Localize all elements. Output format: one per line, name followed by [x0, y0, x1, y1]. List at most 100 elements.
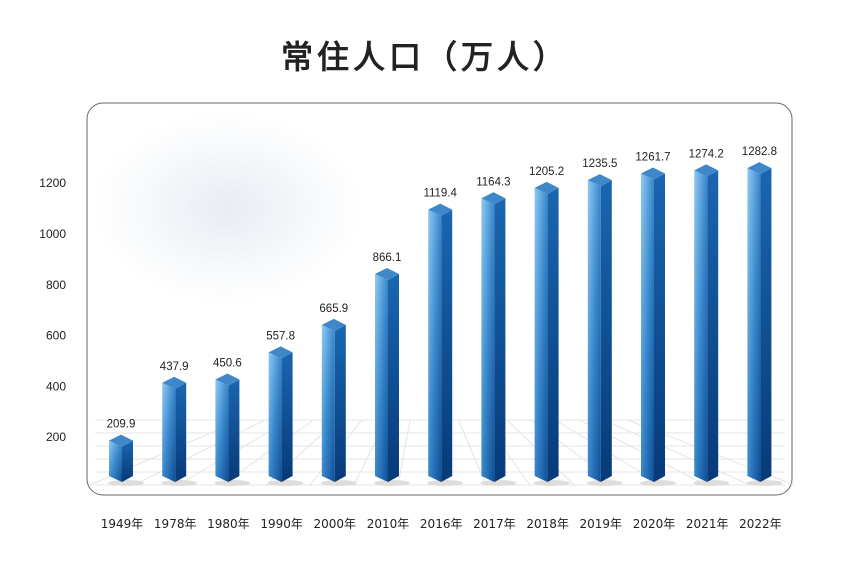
- bar: 1164.3: [476, 176, 517, 486]
- y-tick-label: 400: [46, 379, 66, 393]
- bar-front: [268, 352, 282, 482]
- x-tick-label: 2010年: [367, 517, 410, 531]
- x-tick-label: 1949年: [101, 517, 144, 531]
- bar: 866.1: [373, 252, 410, 486]
- bar-front: [109, 440, 122, 482]
- bar-front: [321, 324, 335, 482]
- x-tick-label: 1980年: [207, 517, 250, 531]
- bar-shadow: [161, 480, 198, 486]
- value-label: 557.8: [266, 330, 295, 342]
- x-tick-label: 2020年: [633, 517, 676, 531]
- bar-top: [321, 318, 346, 331]
- x-tick-label: 1990年: [260, 517, 303, 531]
- bar-side: [547, 187, 559, 482]
- bar-side: [122, 440, 133, 482]
- bar-shadow: [374, 480, 410, 486]
- bar-top: [215, 373, 240, 386]
- bar-shadow: [108, 480, 144, 486]
- x-tick-label: 2018年: [526, 517, 569, 531]
- value-label: 1274.2: [689, 148, 724, 160]
- value-label: 437.9: [160, 361, 189, 373]
- bar: 1274.2: [689, 148, 730, 486]
- bar-top: [694, 164, 719, 177]
- bar: 1119.4: [423, 188, 464, 486]
- bar-front: [375, 274, 388, 482]
- bar-front: [747, 168, 761, 482]
- y-tick-label: 1000: [39, 227, 66, 241]
- bar-top: [587, 174, 612, 187]
- bar-side: [494, 198, 506, 482]
- bar-top: [428, 203, 453, 216]
- y-tick-label: 800: [46, 278, 66, 292]
- bar-shadow: [640, 480, 676, 486]
- bar-top: [747, 162, 772, 175]
- bar: 1282.8: [742, 146, 783, 486]
- bar-side: [760, 168, 772, 482]
- bar-top: [268, 346, 293, 359]
- bar-front: [694, 170, 708, 482]
- bar: 209.9: [107, 419, 144, 486]
- y-tick-label: 600: [46, 329, 66, 343]
- bar-front: [428, 209, 442, 482]
- bar-top: [641, 167, 665, 180]
- crowd-illustration: [93, 113, 363, 303]
- bar-front: [587, 180, 601, 483]
- x-tick-label: 2019年: [580, 517, 623, 531]
- bar-front: [481, 198, 495, 482]
- value-label: 1205.2: [529, 166, 564, 178]
- bar-shadow: [214, 480, 251, 486]
- value-label: 1164.3: [476, 176, 510, 188]
- bar-top: [375, 268, 399, 281]
- bar-side: [654, 173, 665, 482]
- value-label: 450.6: [213, 358, 242, 370]
- value-label: 1282.8: [742, 146, 777, 158]
- bar: 450.6: [213, 358, 251, 486]
- bar-top: [534, 181, 559, 194]
- bar-shadow: [427, 480, 464, 486]
- bar-side: [334, 324, 346, 482]
- bar-shadow: [586, 480, 623, 486]
- bar: 557.8: [266, 330, 304, 486]
- x-tick-label: 2016年: [420, 517, 463, 531]
- value-label: 1119.4: [423, 188, 457, 200]
- bar-side: [388, 274, 399, 482]
- bar-shadow: [480, 480, 517, 486]
- chart-title: 常住人口（万人）: [280, 38, 569, 76]
- bar-front: [534, 187, 548, 482]
- bar-side: [600, 180, 612, 483]
- bar-front: [215, 379, 229, 482]
- value-label: 1261.7: [635, 152, 670, 164]
- bars: 209.9 437.9 450.6 557.8 665.9 866.1 1119.4 1164…: [107, 146, 783, 486]
- bar-side: [707, 170, 719, 482]
- x-tick-label: 2021年: [686, 517, 729, 531]
- y-axis: 200 400 600 800 1000 1200: [39, 176, 66, 444]
- bar-front: [162, 382, 176, 482]
- floor-grid-line: [603, 419, 751, 486]
- bar: 1235.5: [582, 158, 623, 486]
- bar-side: [281, 352, 293, 482]
- bar-shadow: [693, 480, 730, 486]
- y-tick-label: 1200: [39, 176, 66, 190]
- floor-grid-line: [133, 419, 266, 486]
- bar-top: [481, 192, 506, 205]
- bar: 1261.7: [635, 152, 676, 486]
- x-tick-label: 1978年: [154, 517, 197, 531]
- bar: 437.9: [160, 361, 198, 486]
- bar-top: [162, 376, 187, 389]
- value-label: 1235.5: [582, 158, 617, 170]
- floor-grid-line: [397, 419, 411, 486]
- bar-shadow: [320, 480, 357, 486]
- bar-shadow: [533, 480, 570, 486]
- bar-shadow: [746, 480, 783, 486]
- value-label: 866.1: [373, 252, 402, 264]
- bar: 665.9: [319, 303, 357, 486]
- bar-front: [641, 173, 654, 482]
- x-tick-label: 2017年: [473, 517, 516, 531]
- bar-side: [228, 379, 240, 482]
- value-label: 209.9: [107, 419, 136, 431]
- bar-shadow: [267, 480, 304, 486]
- bar-top: [109, 434, 133, 447]
- value-label: 665.9: [319, 303, 348, 315]
- y-tick-label: 200: [46, 430, 66, 444]
